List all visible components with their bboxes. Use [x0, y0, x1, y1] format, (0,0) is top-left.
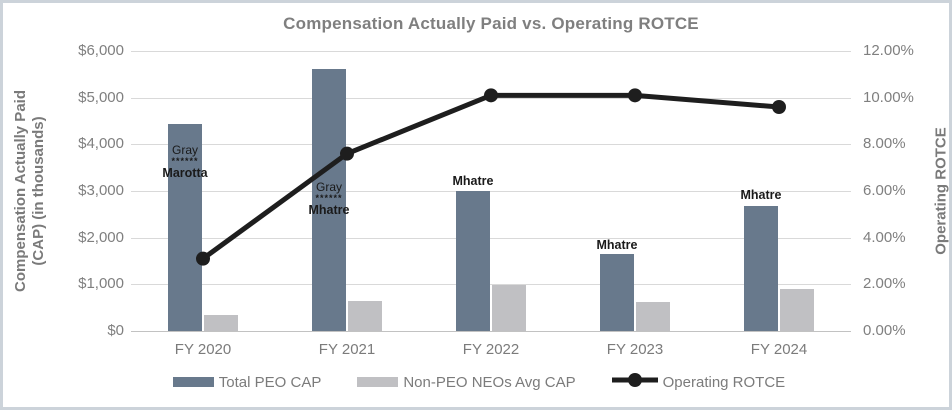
left-axis-title-line1: Compensation Actually Paid — [12, 90, 29, 292]
bar-non-peo-neos-avg-cap — [204, 315, 238, 331]
legend-label: Total PEO CAP — [218, 373, 322, 391]
plot-area — [131, 51, 851, 332]
left-tick-label: $1,000 — [78, 275, 124, 293]
legend-item-non-peo-neos-avg-cap: Non-PEO NEOs Avg CAP — [357, 373, 576, 391]
bar-label-fy-2022: Mhatre — [428, 174, 518, 188]
right-tick-label: 0.00% — [863, 322, 906, 339]
legend-swatch-icon — [172, 377, 214, 387]
legend-label: Non-PEO NEOs Avg CAP — [403, 373, 576, 391]
line-marker — [772, 100, 786, 114]
line-marker — [484, 88, 498, 103]
legend-swatch-icon — [357, 377, 399, 387]
left-tick-label: $0 — [107, 322, 124, 339]
legend-label: Operating ROTCE — [662, 373, 786, 391]
bar-non-peo-neos-avg-cap — [492, 284, 526, 331]
bar-label-fy-2020: Gray ****** Marotta — [140, 143, 230, 180]
left-tick-label: $3,000 — [78, 182, 124, 199]
bar-total-peo-cap — [456, 191, 490, 331]
right-tick-label: 10.00% — [863, 88, 914, 106]
bar-total-peo-cap — [168, 123, 202, 331]
gridline — [131, 51, 851, 52]
bar-total-peo-cap — [312, 69, 346, 331]
line-marker — [196, 251, 210, 266]
x-axis-label: FY 2021 — [318, 341, 376, 358]
operating-rotce-line — [196, 88, 786, 266]
left-axis-title-line2: (CAP) (in thousands) — [30, 116, 47, 266]
gridline — [131, 144, 851, 146]
bar-label-line: Mhatre — [596, 238, 638, 252]
line-marker — [628, 88, 642, 103]
bar-non-peo-neos-avg-cap — [780, 289, 814, 331]
x-axis-label: FY 2024 — [750, 341, 808, 358]
gridline — [131, 191, 851, 192]
right-tick-label: 4.00% — [863, 228, 906, 246]
line-marker — [340, 146, 354, 161]
gridline-baseline — [131, 331, 851, 332]
bar-label-line: ****** — [171, 156, 199, 166]
bar-label-line: Marotta — [162, 166, 208, 180]
legend: Total PEO CAP Non-PEO NEOs Avg CAP Operati… — [3, 372, 949, 392]
right-tick-label: 6.00% — [863, 182, 906, 199]
x-axis-label: FY 2023 — [606, 341, 664, 358]
chart-title: Compensation Actually Paid vs. Operating… — [283, 14, 699, 33]
bar-label-fy-2024: Mhatre — [716, 188, 806, 202]
legend-item-total-peo-cap: Total PEO CAP — [172, 373, 322, 391]
bar-label-line: Gray — [171, 143, 198, 157]
left-tick-label: $2,000 — [78, 228, 124, 246]
right-tick-label: 12.00% — [863, 42, 914, 59]
legend-item-operating-rotce: Operating ROTCE — [611, 372, 786, 392]
bar-total-peo-cap — [744, 205, 778, 331]
bar-label-line: Mhatre — [740, 188, 782, 202]
gridline — [131, 284, 851, 286]
bar-label-line: Gray — [315, 180, 342, 194]
left-tick-label: $4,000 — [78, 135, 124, 153]
bar-non-peo-neos-avg-cap — [636, 301, 670, 331]
right-tick-label: 8.00% — [863, 135, 906, 153]
legend-line-marker-icon — [611, 372, 658, 392]
x-axis-label: FY 2020 — [174, 341, 232, 358]
bar-label-line: Mhatre — [308, 203, 350, 217]
bar-label-line: Mhatre — [452, 174, 494, 188]
right-tick-label: 2.00% — [863, 275, 906, 293]
bar-total-peo-cap — [600, 254, 634, 331]
left-tick-label: $5,000 — [78, 88, 124, 106]
x-axis-label: FY 2022 — [462, 341, 520, 358]
bar-label-fy-2021: Gray ****** Mhatre — [284, 180, 374, 217]
left-tick-label: $6,000 — [78, 42, 124, 59]
bar-non-peo-neos-avg-cap — [348, 301, 382, 331]
gridline — [131, 237, 851, 239]
bar-label-fy-2023: Mhatre — [572, 238, 662, 252]
bar-label-line: ****** — [315, 193, 343, 203]
